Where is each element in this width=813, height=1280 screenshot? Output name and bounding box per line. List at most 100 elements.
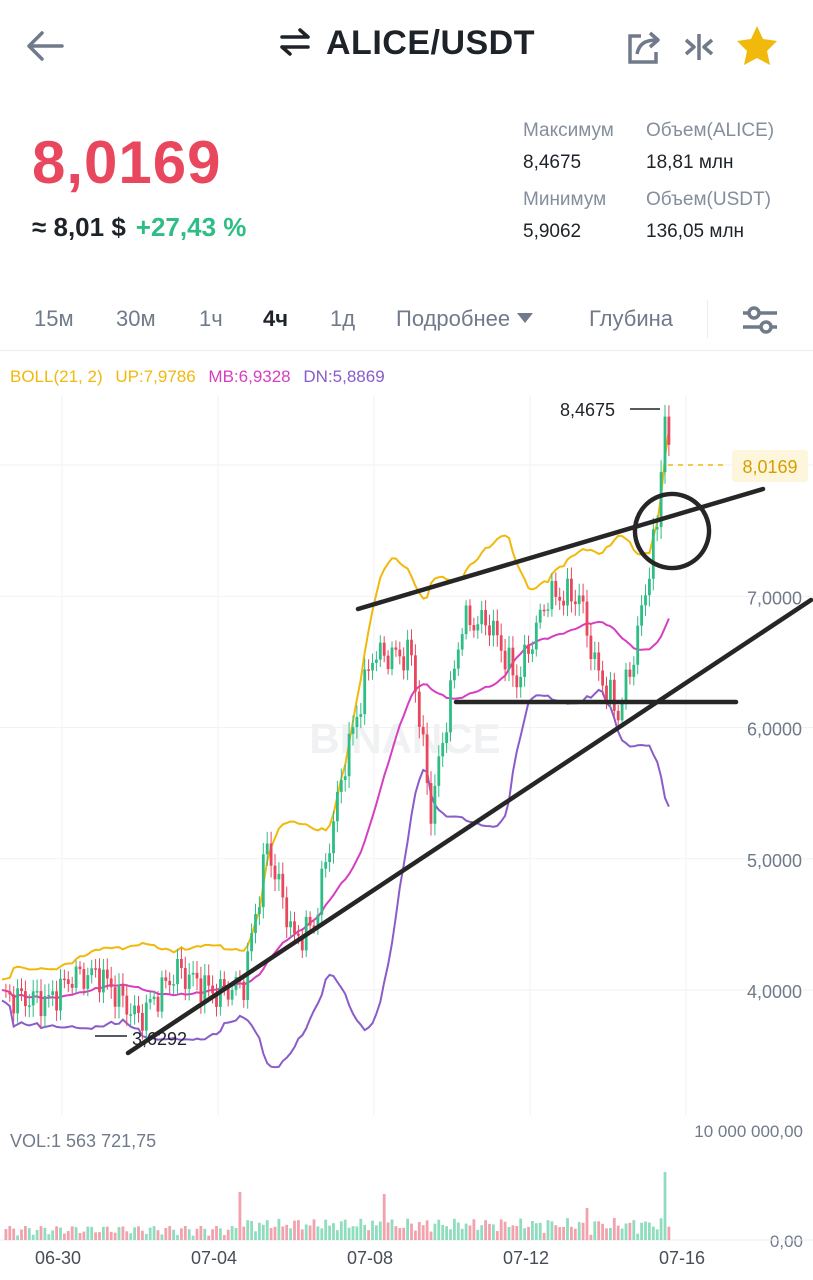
volume-bar <box>648 1222 651 1240</box>
candle-body <box>94 968 97 970</box>
volume-bar <box>59 1227 62 1240</box>
volume-bar <box>265 1220 269 1240</box>
candle-body <box>78 966 82 970</box>
candle-body <box>531 649 534 654</box>
boll-dn: DN:5,8869 <box>303 367 385 386</box>
volume-bar <box>219 1228 222 1240</box>
volume-chart <box>0 1172 813 1241</box>
volume-bar <box>562 1226 565 1240</box>
pair-symbol: ALICE/USDT <box>326 24 535 62</box>
volume-bar <box>215 1226 218 1240</box>
volume-bar <box>16 1235 19 1240</box>
volume-bar <box>636 1233 640 1240</box>
candle-body <box>503 650 507 670</box>
volume-bar <box>363 1224 367 1240</box>
volume-bar <box>449 1229 452 1240</box>
chart-settings-button[interactable] <box>740 304 780 336</box>
candle-body <box>355 716 359 728</box>
tab-1d[interactable]: 1д <box>330 306 356 331</box>
candle-body <box>328 853 331 863</box>
candle-body <box>515 675 519 688</box>
candle-body <box>211 985 214 994</box>
volume-bar <box>550 1221 554 1240</box>
candle-body <box>133 1005 136 1015</box>
candle-body <box>47 995 51 997</box>
candle-body <box>273 865 277 880</box>
tab-4h[interactable]: 4ч <box>263 306 289 331</box>
candle-body <box>347 733 351 777</box>
volume-bar <box>414 1230 417 1240</box>
price-chart[interactable]: BINANCE 8,4675 3,6292 8,0169 7,0000 6,000… <box>0 395 813 1115</box>
tab-more-label: Подробнее <box>396 306 511 331</box>
volume-axis-min: 0,00 <box>769 1232 803 1251</box>
volume-bar <box>425 1220 429 1240</box>
tab-1h[interactable]: 1ч <box>199 306 223 331</box>
candle-body <box>250 933 253 952</box>
time-axis-tick: 07-16 <box>659 1248 706 1268</box>
volume-bar <box>187 1229 191 1240</box>
volume-bar <box>523 1228 526 1240</box>
price-change: +27,43 % <box>135 212 247 242</box>
candle-body <box>472 625 476 631</box>
candle-body <box>343 776 347 780</box>
volume-bar <box>628 1222 632 1240</box>
candle-body <box>230 989 234 1000</box>
candle-body <box>90 968 94 976</box>
volume-bar <box>273 1226 277 1240</box>
volume-bar <box>125 1231 129 1240</box>
volume-bar <box>269 1228 273 1240</box>
candle-body <box>289 921 292 928</box>
volume-bar <box>94 1232 97 1240</box>
candle-body <box>511 647 515 676</box>
last-price-marker: 8,0169 <box>742 457 797 477</box>
candle-body <box>648 578 651 596</box>
volume-bar <box>612 1218 616 1240</box>
tab-more[interactable]: Подробнее <box>396 306 534 332</box>
last-price: 8,0169 <box>32 129 222 196</box>
volume-bar <box>441 1224 445 1240</box>
candle-body <box>495 620 499 636</box>
volume-bar <box>503 1221 507 1240</box>
volume-bar <box>281 1226 285 1240</box>
candle-body <box>605 685 608 701</box>
volume-bar <box>183 1226 187 1240</box>
volume-bar <box>156 1230 160 1240</box>
candle-body <box>577 595 581 605</box>
candle-body <box>538 609 542 623</box>
candle-body <box>297 933 300 936</box>
volume-bar <box>234 1228 238 1240</box>
candle-body <box>191 972 195 975</box>
candle-body <box>59 978 62 1011</box>
candle-body <box>425 734 429 784</box>
volume-bar <box>102 1226 105 1240</box>
candle-body <box>285 897 289 928</box>
candle-body <box>468 605 472 626</box>
candle-body <box>390 647 394 670</box>
candle-body <box>601 670 604 686</box>
volume-bar <box>31 1234 35 1240</box>
candle-body <box>160 977 164 1012</box>
favorite-button[interactable] <box>735 24 779 66</box>
candle-body <box>43 996 47 1017</box>
volume-bar <box>160 1234 164 1240</box>
tab-15m[interactable]: 15м <box>34 306 74 331</box>
candle-body <box>254 914 257 934</box>
candle-body <box>82 969 86 989</box>
share-button[interactable] <box>625 28 663 66</box>
tab-depth[interactable]: Глубина <box>589 306 674 331</box>
volume-bar <box>133 1227 136 1240</box>
page-title[interactable]: ALICE/USDT <box>0 24 813 63</box>
candle-body <box>414 655 417 692</box>
volume-bar <box>476 1229 480 1240</box>
back-button[interactable] <box>24 28 66 64</box>
volume-bar <box>640 1222 643 1240</box>
candle-body <box>480 610 484 625</box>
volume-quote-value: 136,05 млн <box>646 221 745 242</box>
volume-bar <box>367 1230 370 1240</box>
volume-bar <box>655 1229 659 1240</box>
price-axis-tick: 5,0000 <box>747 851 802 871</box>
compare-button[interactable] <box>682 30 716 64</box>
candle-body <box>195 972 199 979</box>
tab-30m[interactable]: 30м <box>116 306 156 331</box>
volume-bar <box>359 1218 363 1240</box>
